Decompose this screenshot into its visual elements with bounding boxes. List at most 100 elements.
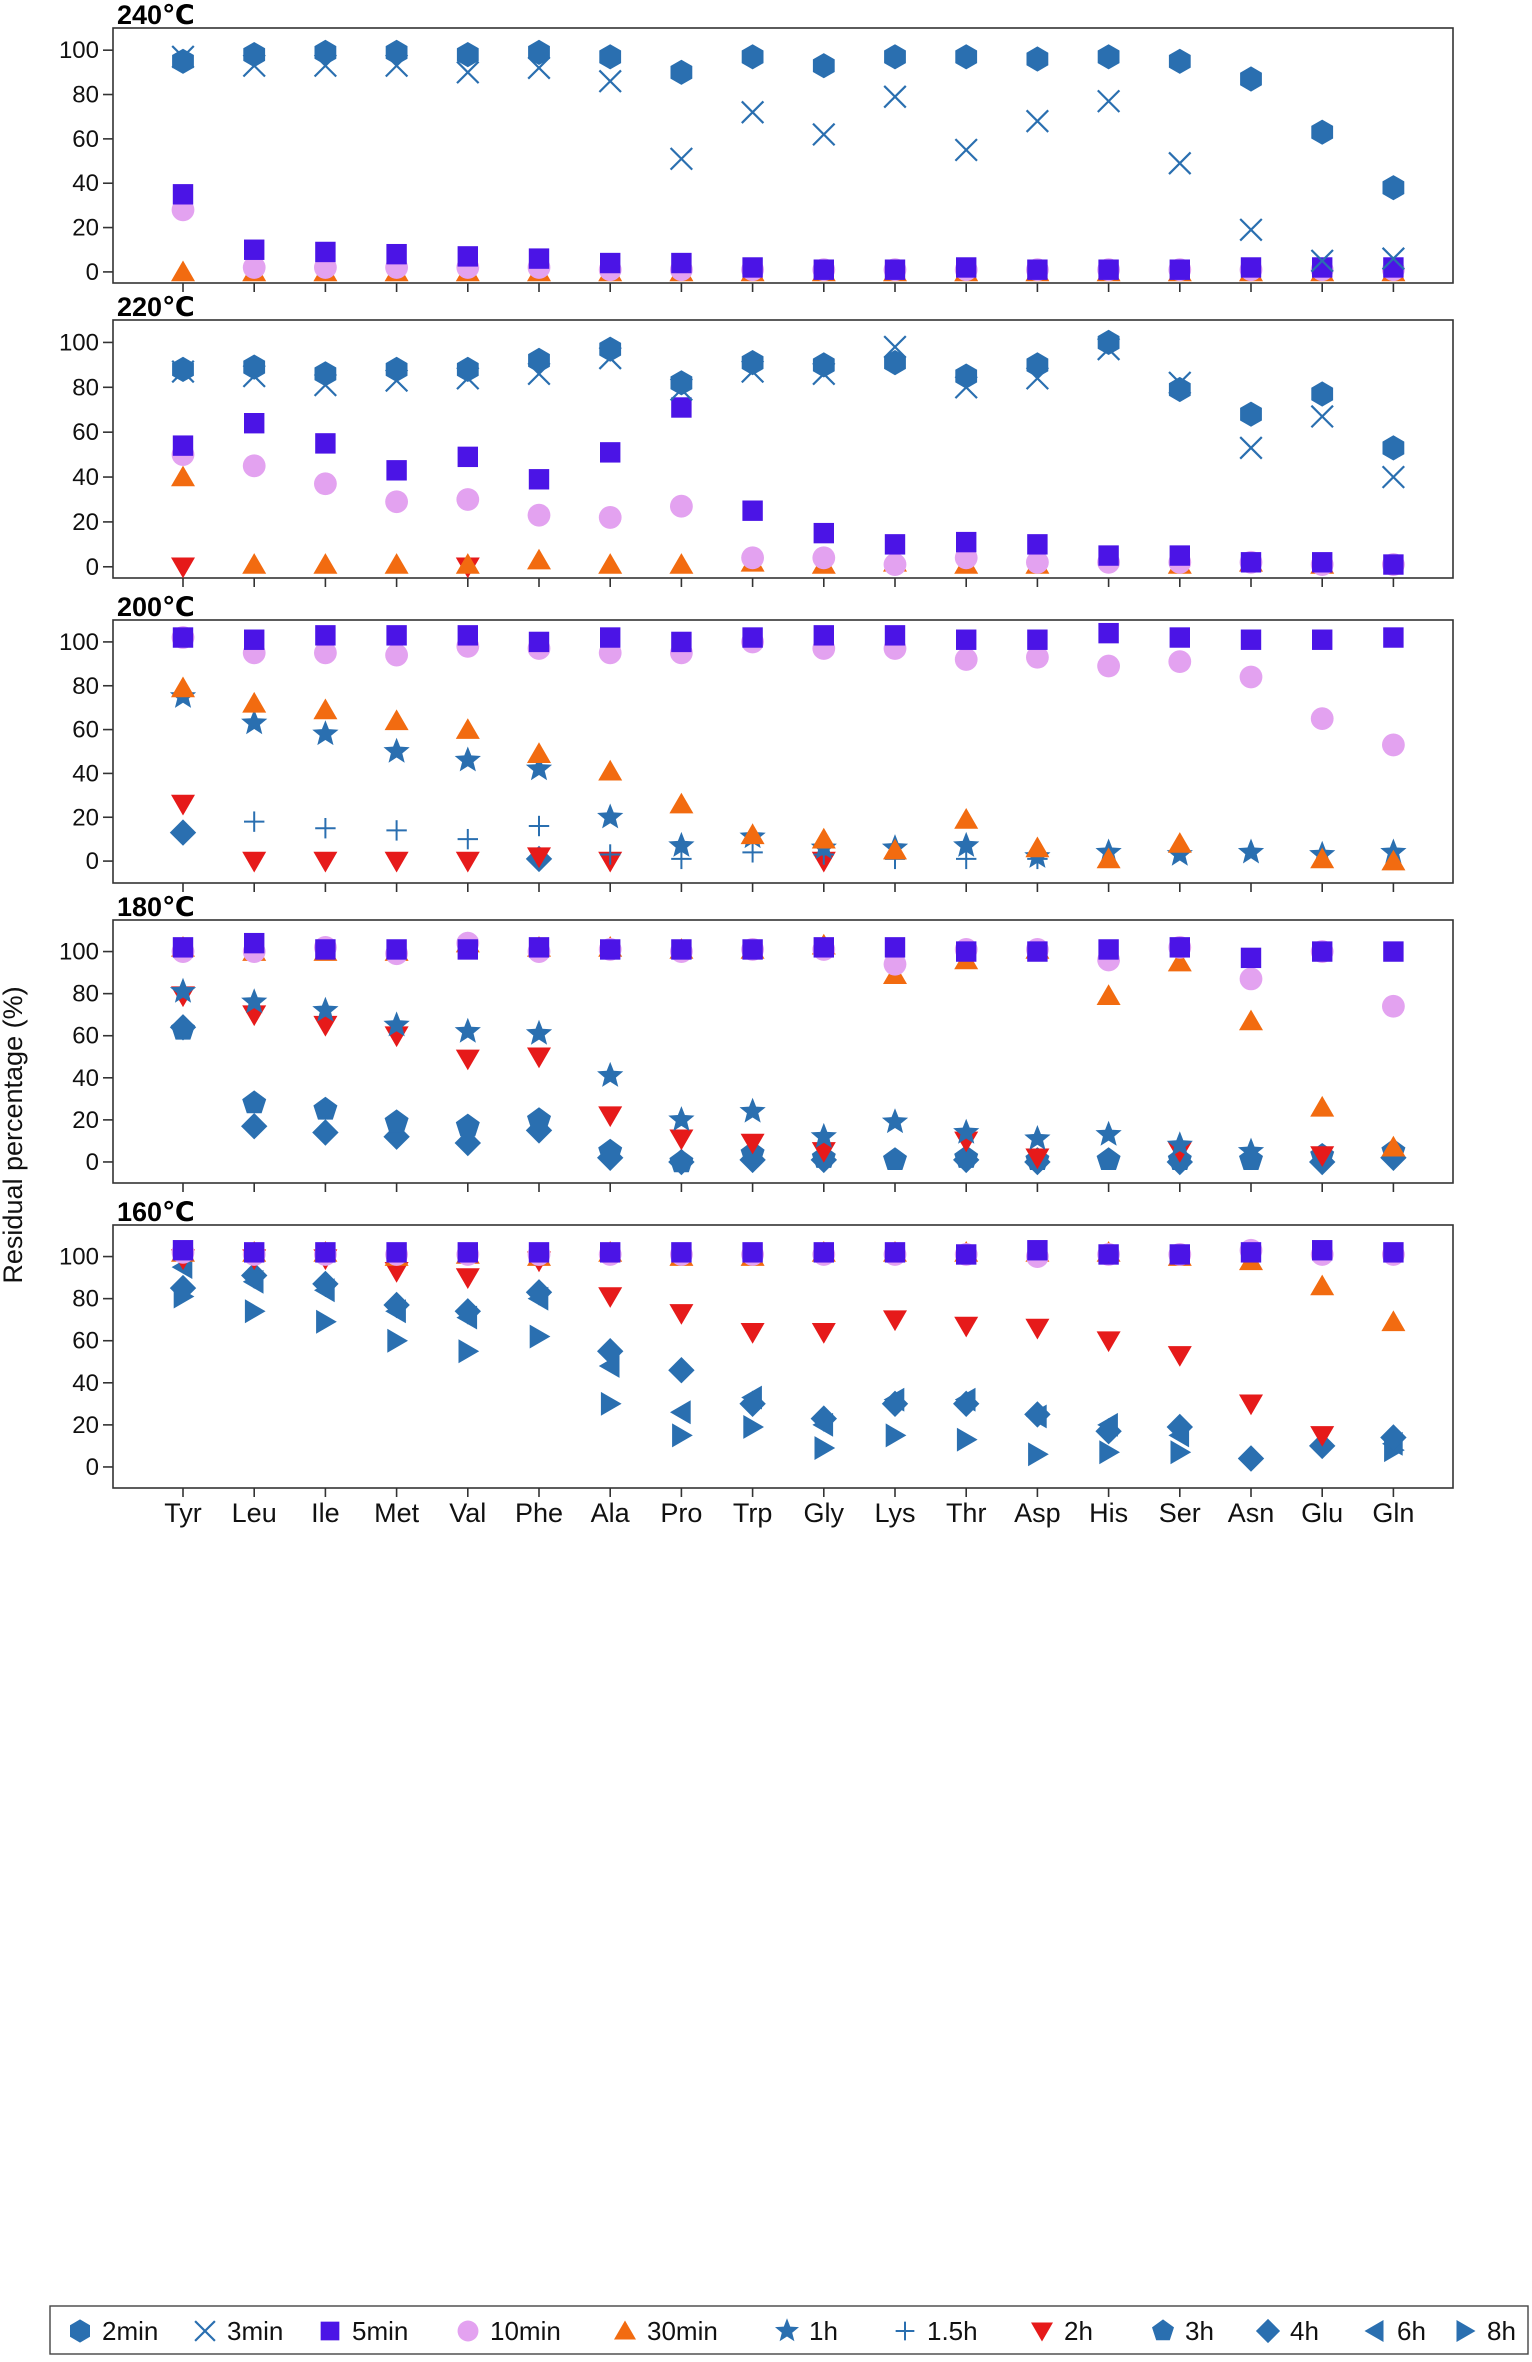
data-point <box>1096 847 1121 869</box>
data-point <box>669 1129 694 1151</box>
legend-item-3h: 3h <box>1152 2316 1214 2346</box>
data-point <box>314 361 337 387</box>
chart-panel-2: 0 20 40 60 80 100 200℃ <box>59 592 1454 892</box>
data-point <box>1240 401 1262 427</box>
legend-label: 8h <box>1487 2316 1516 2346</box>
legend-label: 1h <box>809 2316 838 2346</box>
y-tick-label: 40 <box>72 170 99 197</box>
data-point <box>527 847 551 869</box>
data-point <box>1027 534 1048 555</box>
data-point <box>384 1109 409 1133</box>
y-tick-label: 0 <box>86 1454 99 1481</box>
data-point <box>169 1274 197 1302</box>
triangle-down-icon <box>1031 2322 1053 2342</box>
data-point <box>1169 1244 1190 1265</box>
data-point <box>669 147 693 171</box>
data-point <box>881 1390 909 1417</box>
data-point <box>884 625 906 646</box>
data-point <box>1025 109 1049 133</box>
data-point <box>1312 629 1333 650</box>
y-tick-label: 20 <box>72 804 99 831</box>
cross-icon <box>194 2320 216 2342</box>
data-point <box>528 347 550 373</box>
data-point <box>671 1242 692 1263</box>
data-point <box>172 627 194 648</box>
data-point <box>1026 46 1049 72</box>
data-point <box>456 42 479 68</box>
data-point <box>671 397 692 418</box>
panel-title: 180℃ <box>117 892 195 922</box>
data-point <box>1239 218 1263 242</box>
data-point <box>668 1106 695 1131</box>
y-tick-label: 60 <box>72 1328 99 1355</box>
data-point <box>312 1270 339 1298</box>
data-point <box>1381 1310 1406 1332</box>
data-point <box>742 842 763 863</box>
data-point <box>597 1338 624 1365</box>
data-point <box>1237 1137 1265 1163</box>
data-point <box>740 1133 765 1155</box>
legend-label: 2h <box>1064 2316 1093 2346</box>
legend-item-2min: 2min <box>70 2316 158 2346</box>
legend-item-5min: 5min <box>320 2316 408 2346</box>
data-point <box>172 184 194 205</box>
data-point <box>315 241 336 263</box>
data-point <box>385 39 408 65</box>
data-point <box>954 1316 979 1338</box>
legend-item-8h: 8h <box>1456 2316 1516 2346</box>
data-point <box>812 122 836 147</box>
data-point <box>811 827 836 849</box>
y-tick-label: 0 <box>86 1149 99 1176</box>
y-tick-label: 100 <box>59 1244 99 1271</box>
data-point <box>1026 645 1049 669</box>
data-point <box>1239 436 1263 460</box>
data-point <box>242 1090 267 1114</box>
data-point <box>1239 665 1263 689</box>
data-point <box>244 239 265 260</box>
y-tick-label: 60 <box>72 717 99 744</box>
data-point <box>1240 1242 1262 1263</box>
x-tick-label: Trp <box>733 1498 773 1528</box>
data-point <box>956 257 977 278</box>
data-point <box>528 937 550 958</box>
data-point <box>386 939 407 960</box>
data-point <box>1383 627 1404 648</box>
data-point <box>1381 849 1406 871</box>
y-tick-label: 20 <box>72 1107 99 1134</box>
data-point <box>525 1117 553 1144</box>
series-1h <box>169 977 1265 1163</box>
shared-x-axis: Tyr Leu Ile Met Val Phe Ala Pro Trp Gly Lys Thr Asp H… <box>164 1498 1414 1528</box>
y-tick-label: 40 <box>72 760 99 787</box>
series-1h <box>169 682 1407 868</box>
plus-icon <box>895 2321 915 2341</box>
data-point <box>386 460 407 481</box>
data-point <box>1310 1426 1335 1447</box>
data-point <box>741 546 764 570</box>
y-tick-label: 60 <box>72 419 99 446</box>
data-point <box>315 818 336 839</box>
data-point <box>883 952 907 976</box>
panel-title: 200℃ <box>117 592 195 622</box>
data-point <box>740 1323 765 1344</box>
data-point <box>1310 847 1335 869</box>
data-point <box>600 1391 622 1416</box>
y-tick-label: 20 <box>72 215 99 242</box>
data-point <box>1167 832 1192 853</box>
data-point <box>1310 707 1334 731</box>
data-point <box>743 1415 764 1439</box>
series-3h <box>171 1016 1406 1173</box>
y-tick-label: 0 <box>86 554 99 581</box>
legend-item-10min: 10min <box>457 2316 561 2346</box>
data-point <box>528 631 550 653</box>
x-tick-label: Asn <box>1228 1498 1275 1528</box>
series-2min <box>172 39 1405 201</box>
square-icon <box>320 2321 340 2341</box>
data-point <box>315 625 336 646</box>
data-point <box>242 851 267 873</box>
data-point <box>457 828 478 850</box>
data-point <box>954 1145 979 1168</box>
data-point <box>1382 175 1405 201</box>
legend-label: 10min <box>490 2316 561 2346</box>
data-point <box>599 44 622 70</box>
data-point <box>1166 840 1193 866</box>
